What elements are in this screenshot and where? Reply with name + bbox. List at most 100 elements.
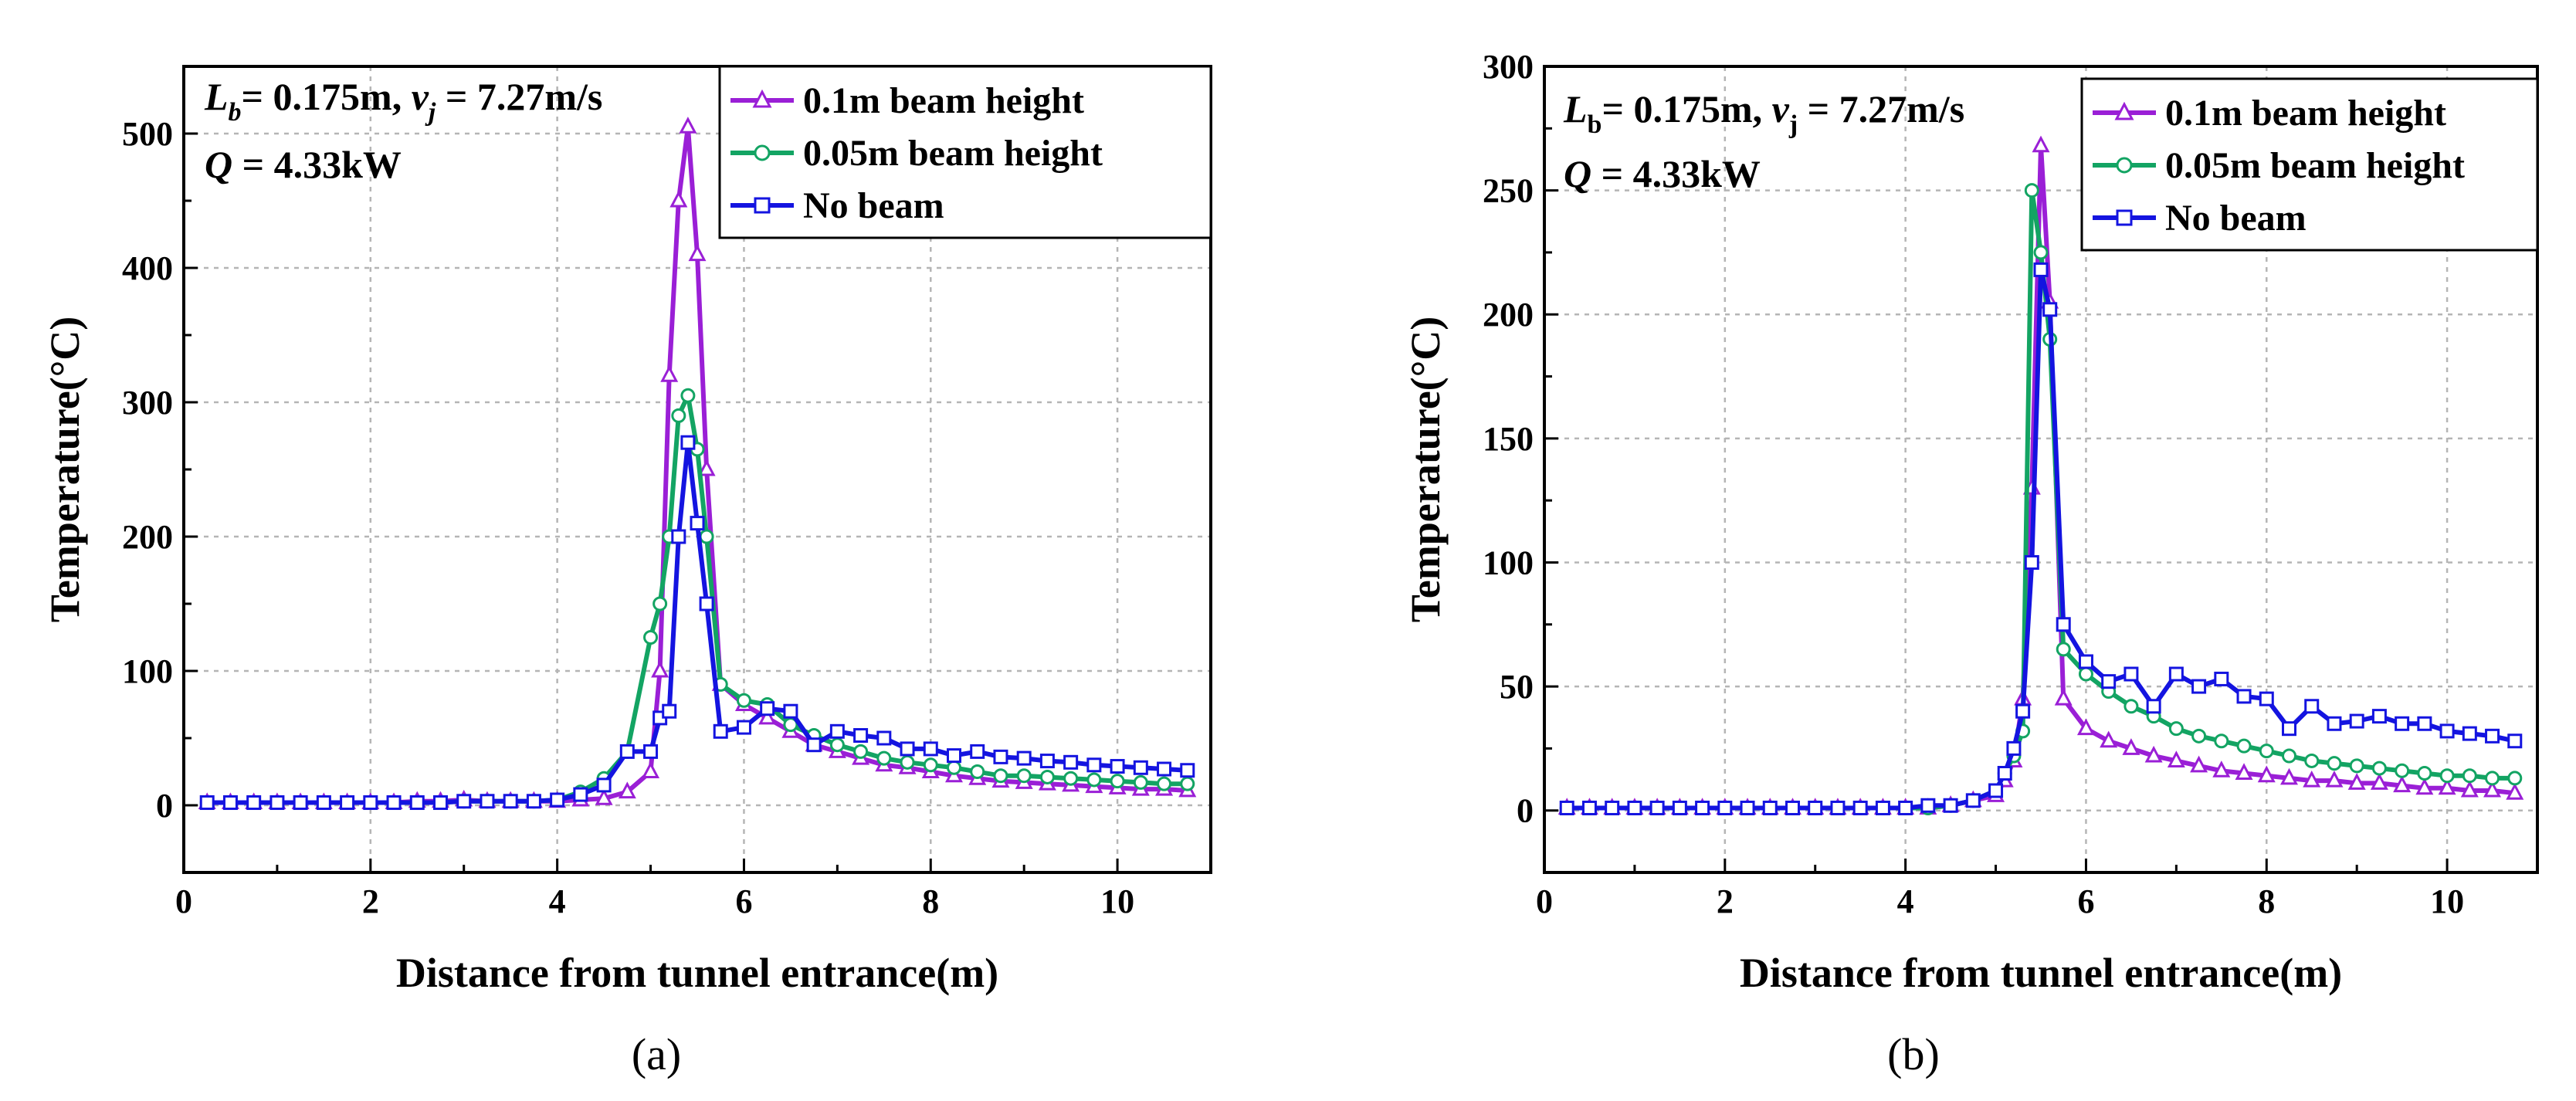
data-point bbox=[619, 744, 635, 759]
data-point bbox=[2076, 718, 2095, 736]
data-point bbox=[1157, 776, 1172, 791]
data-point bbox=[1672, 800, 1687, 815]
data-point bbox=[2078, 654, 2093, 669]
data-point bbox=[1605, 800, 1620, 815]
series-group bbox=[198, 117, 1197, 811]
data-point bbox=[993, 749, 1008, 764]
annotation-part: Q bbox=[1564, 152, 1591, 195]
legend-label: 0.05m beam height bbox=[803, 133, 1103, 174]
data-point bbox=[736, 693, 751, 708]
data-point bbox=[760, 701, 775, 716]
legend-box bbox=[718, 65, 1212, 239]
data-point bbox=[652, 596, 668, 611]
data-point bbox=[2259, 691, 2274, 706]
heat-release-annotation: Q = 4.33kW bbox=[1564, 152, 1761, 195]
x-tick-label: 0 bbox=[1536, 882, 1553, 920]
data-point bbox=[2483, 780, 2502, 798]
data-point bbox=[2462, 726, 2477, 741]
data-point bbox=[697, 459, 716, 476]
annotation-part: v bbox=[1772, 87, 1790, 130]
data-point bbox=[1016, 750, 1032, 766]
data-point bbox=[671, 408, 686, 423]
data-point bbox=[1039, 769, 1055, 784]
annotation-part: b bbox=[1588, 110, 1602, 139]
data-point bbox=[2327, 756, 2342, 771]
data-point bbox=[2439, 768, 2455, 784]
y-axis-title: Temperature(°C) bbox=[42, 317, 88, 623]
data-point bbox=[222, 795, 238, 811]
data-point bbox=[2438, 777, 2456, 795]
legend-item: No beam bbox=[2093, 198, 2307, 239]
y-ticks: 0 50 100 150 200 250 300 bbox=[1483, 48, 1558, 874]
data-point bbox=[1016, 768, 1032, 784]
data-point bbox=[2054, 688, 2073, 706]
data-point bbox=[433, 795, 448, 811]
data-point bbox=[2327, 716, 2342, 731]
data-point bbox=[2485, 771, 2500, 786]
data-point bbox=[246, 795, 262, 811]
data-point bbox=[2122, 738, 2140, 755]
data-point bbox=[618, 781, 636, 799]
data-point bbox=[853, 728, 869, 744]
data-point bbox=[2303, 770, 2321, 788]
legend-item: 0.05m beam height bbox=[730, 133, 1103, 174]
series-group bbox=[1557, 135, 2524, 815]
annotation-part: j bbox=[1788, 110, 1798, 139]
data-point bbox=[1180, 776, 1195, 791]
annotation-part: = 7.27m/s bbox=[436, 75, 602, 118]
legend-label: 0.1m beam height bbox=[2165, 93, 2446, 134]
data-point bbox=[2101, 674, 2117, 689]
y-tick-label: 400 bbox=[122, 249, 173, 287]
data-point bbox=[947, 748, 961, 764]
data-point bbox=[503, 794, 518, 809]
data-point bbox=[596, 777, 612, 793]
legend-label: 0.1m beam height bbox=[803, 80, 1084, 121]
data-point bbox=[2349, 713, 2364, 729]
data-point bbox=[1039, 754, 1055, 769]
data-point bbox=[2415, 777, 2434, 795]
data-point bbox=[699, 596, 714, 611]
data-point bbox=[690, 516, 705, 531]
x-axis-title: Distance from tunnel entrance(m) bbox=[1740, 950, 2342, 996]
series-square bbox=[1559, 262, 2523, 815]
annotation-part: = 0.175m, bbox=[1602, 87, 1771, 130]
y-tick-label: 100 bbox=[1483, 544, 1534, 581]
data-point bbox=[573, 787, 588, 802]
data-point bbox=[2282, 748, 2296, 764]
y-tick-label: 200 bbox=[1483, 296, 1534, 334]
y-tick-label: 250 bbox=[1483, 172, 1534, 210]
data-point bbox=[386, 795, 402, 811]
data-point bbox=[2006, 740, 2022, 756]
data-point bbox=[688, 244, 707, 262]
data-point bbox=[2506, 783, 2524, 800]
x-tick-label: 0 bbox=[175, 882, 192, 920]
data-point bbox=[2417, 716, 2432, 731]
data-point bbox=[480, 794, 495, 809]
data-point bbox=[2462, 768, 2477, 784]
data-point bbox=[1762, 800, 1778, 815]
annotation-part: = 0.175m, bbox=[242, 75, 412, 118]
data-point bbox=[2024, 183, 2039, 198]
data-point bbox=[651, 660, 669, 678]
legend-item: 0.1m beam height bbox=[2093, 93, 2446, 134]
data-point bbox=[2124, 699, 2139, 714]
x-ticks: 0 2 4 6 8 10 bbox=[1536, 859, 2539, 920]
data-point bbox=[900, 741, 915, 757]
data-point bbox=[853, 744, 869, 759]
data-point bbox=[2056, 617, 2071, 632]
data-point bbox=[829, 737, 845, 753]
legend-label: 0.05m beam height bbox=[2165, 145, 2465, 186]
data-point bbox=[1086, 757, 1102, 773]
data-point bbox=[2393, 775, 2412, 793]
data-point bbox=[2032, 135, 2050, 153]
data-point bbox=[923, 741, 938, 757]
data-point bbox=[2236, 689, 2252, 704]
annotation-part: v bbox=[412, 75, 429, 118]
data-point bbox=[2395, 763, 2410, 778]
data-point bbox=[2168, 666, 2184, 682]
data-point bbox=[2214, 733, 2229, 749]
y-tick-label: 500 bbox=[122, 115, 173, 153]
data-point bbox=[970, 744, 985, 759]
data-point bbox=[1627, 800, 1642, 815]
